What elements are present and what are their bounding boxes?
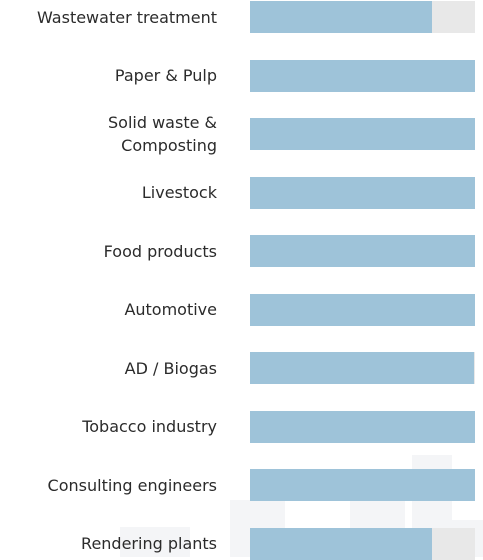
category-label: Livestock	[141, 183, 217, 202]
bar-track	[250, 352, 475, 384]
bar	[250, 352, 474, 384]
bar-track	[250, 410, 475, 443]
bar-track	[250, 469, 475, 501]
bar	[250, 1, 433, 33]
category-label: Rendering plants	[81, 534, 217, 553]
category-label: AD / Biogas	[124, 358, 217, 378]
category-label: Food products	[103, 241, 217, 261]
bar	[250, 469, 475, 501]
bar	[250, 527, 433, 560]
bar-track	[250, 59, 475, 92]
bar-track	[250, 235, 475, 267]
bar-track	[250, 527, 475, 560]
bar	[250, 176, 475, 209]
bar-track	[250, 1, 475, 33]
bar	[250, 235, 475, 267]
bar	[250, 410, 475, 443]
category-label: Consulting engineers	[47, 475, 217, 495]
bar	[250, 118, 475, 150]
category-label: Wastewater treatment	[37, 7, 217, 27]
bar-track	[250, 118, 475, 150]
bar	[250, 293, 475, 326]
bar-track	[250, 293, 475, 326]
bar	[250, 59, 475, 92]
category-label: Paper & Pulp	[114, 66, 217, 85]
category-label: Solid waste & Composting	[108, 113, 217, 155]
category-label: Tobacco industry	[82, 417, 217, 436]
category-label: Automotive	[124, 300, 217, 319]
bar-track	[250, 176, 475, 209]
